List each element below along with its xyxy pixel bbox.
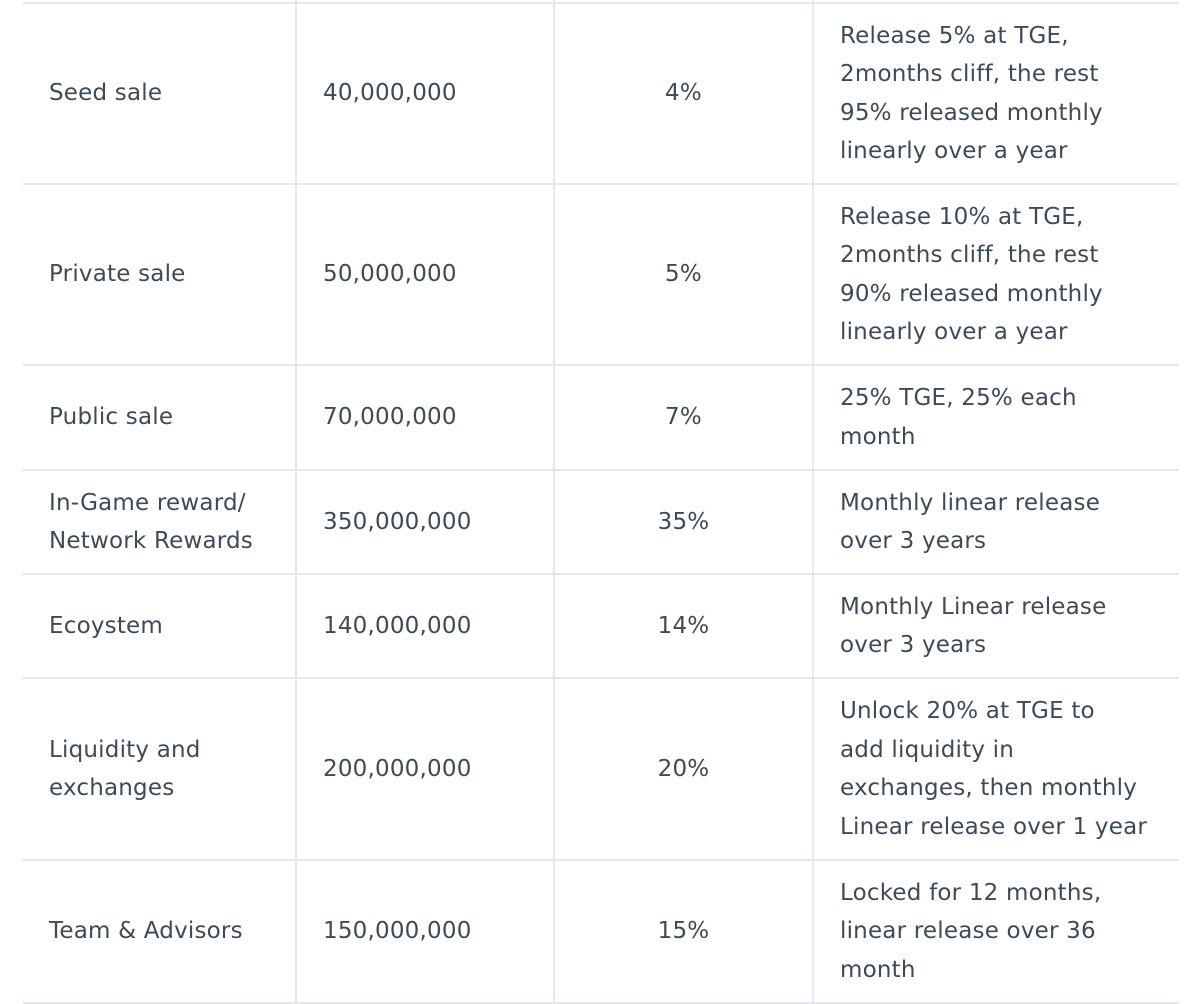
table-row: Ecoystem 140,000,000 14% Monthly Linear … [23, 573, 1179, 679]
unlock-schedule-line: exchanges, then monthly [840, 775, 1138, 801]
allocation-percent: 5% [665, 261, 702, 288]
allocation-amount-cell: 140,000,000 [295, 573, 554, 679]
table-top-edge [23, 0, 1179, 4]
allocation-percent-cell: 15% [553, 859, 813, 1004]
unlock-schedule-line: 25% TGE, 25% each [840, 385, 1077, 411]
allocation-name: Team & Advisors [49, 918, 243, 945]
allocation-amount: 140,000,000 [323, 612, 472, 639]
unlock-schedule-cell: Monthly Linear release over 3 years [812, 573, 1179, 679]
allocation-amount-cell: 40,000,000 [295, 2, 554, 185]
unlock-schedule-cell: Release 5% at TGE, 2months cliff, the re… [812, 2, 1179, 185]
allocation-percent: 20% [657, 755, 710, 782]
allocation-amount-cell: 70,000,000 [295, 364, 554, 471]
allocation-amount-cell: 50,000,000 [295, 183, 554, 366]
unlock-schedule-cell: 25% TGE, 25% each month [812, 364, 1179, 471]
unlock-schedule-line: Locked for 12 months, [840, 879, 1102, 906]
allocation-name: Ecoystem [49, 612, 164, 639]
unlock-schedule-line: over 3 years [840, 632, 987, 658]
allocation-amount-cell: 350,000,000 [295, 469, 554, 575]
allocation-name: Private sale [49, 261, 186, 288]
allocation-name-cell: Public sale [23, 364, 296, 471]
allocation-amount: 350,000,000 [323, 508, 472, 535]
allocation-percent-cell: 20% [553, 677, 813, 861]
unlock-schedule-cell: Monthly linear release over 3 years [812, 469, 1179, 575]
allocation-name-cell: Seed sale [23, 2, 296, 185]
allocation-percent-cell: 35% [553, 469, 813, 575]
allocation-amount: 150,000,000 [323, 918, 472, 945]
allocation-name-cell: Team & Advisors [23, 859, 296, 1004]
allocation-percent: 7% [665, 404, 702, 431]
unlock-schedule-line: over 3 years [840, 528, 987, 554]
unlock-schedule-line: Monthly linear release [840, 489, 1101, 516]
unlock-schedule-line: Linear release over 1 year [840, 813, 1148, 840]
allocation-percent: 14% [657, 612, 710, 639]
unlock-schedule-line: Monthly Linear release [840, 593, 1107, 620]
allocation-percent: 35% [657, 508, 710, 535]
allocation-percent: 4% [665, 80, 702, 107]
allocation-percent-cell: 4% [553, 2, 813, 185]
unlock-schedule-cell: Locked for 12 months, linear release ove… [812, 859, 1179, 1004]
allocation-name: Public sale [49, 404, 174, 431]
allocation-name-cell: Liquidity and exchanges [23, 677, 296, 861]
allocation-name-line: Network Rewards [49, 528, 253, 554]
unlock-schedule-line: Unlock 20% at TGE to [840, 698, 1095, 724]
allocation-percent-cell: 5% [553, 183, 813, 366]
table-row: Seed sale 40,000,000 4% Release 5% at TG… [23, 2, 1179, 185]
unlock-schedule-line: 2months cliff, the rest [840, 242, 1099, 268]
unlock-schedule-line: 95% released monthly [840, 99, 1103, 126]
table-row: In-Game reward/ Network Rewards 350,000,… [23, 469, 1179, 575]
allocation-table: Seed sale 40,000,000 4% Release 5% at TG… [23, 0, 1179, 1004]
allocation-name: Seed sale [49, 80, 163, 107]
allocation-name-line: exchanges [49, 775, 175, 801]
allocation-name-cell: In-Game reward/ Network Rewards [23, 469, 296, 575]
unlock-schedule-line: Release 5% at TGE, [840, 22, 1069, 49]
unlock-schedule-line: Release 10% at TGE, [840, 203, 1084, 230]
unlock-schedule-line: month [840, 956, 916, 983]
allocation-amount-cell: 200,000,000 [295, 677, 554, 861]
unlock-schedule-line: linear release over 36 [840, 918, 1096, 945]
table-row: Liquidity and exchanges 200,000,000 20% … [23, 677, 1179, 861]
allocation-percent-cell: 14% [553, 573, 813, 679]
table-row: Public sale 70,000,000 7% 25% TGE, 25% e… [23, 364, 1179, 471]
allocation-amount: 200,000,000 [323, 755, 472, 782]
allocation-percent-cell: 7% [553, 364, 813, 471]
table-row: Team & Advisors 150,000,000 15% Locked f… [23, 859, 1179, 1004]
unlock-schedule-line: month [840, 423, 916, 450]
table-row: Private sale 50,000,000 5% Release 10% a… [23, 183, 1179, 366]
unlock-schedule-line: 2months cliff, the rest [840, 61, 1099, 87]
unlock-schedule-line: linearly over a year [840, 138, 1068, 164]
allocation-percent: 15% [657, 918, 710, 945]
allocation-amount: 50,000,000 [323, 261, 457, 288]
unlock-schedule-line: add liquidity in [840, 736, 1015, 763]
allocation-name-line: Liquidity and [49, 736, 201, 763]
unlock-schedule-cell: Unlock 20% at TGE to add liquidity in ex… [812, 677, 1179, 861]
unlock-schedule-line: 90% released monthly [840, 280, 1103, 307]
token-allocation-table: Seed sale 40,000,000 4% Release 5% at TG… [23, 0, 1179, 1004]
unlock-schedule-cell: Release 10% at TGE, 2months cliff, the r… [812, 183, 1179, 366]
allocation-name-cell: Ecoystem [23, 573, 296, 679]
allocation-name-line: In-Game reward/ [49, 489, 246, 516]
allocation-name-cell: Private sale [23, 183, 296, 366]
unlock-schedule-line: linearly over a year [840, 319, 1068, 345]
allocation-amount: 70,000,000 [323, 404, 457, 431]
allocation-amount-cell: 150,000,000 [295, 859, 554, 1004]
allocation-amount: 40,000,000 [323, 80, 457, 107]
